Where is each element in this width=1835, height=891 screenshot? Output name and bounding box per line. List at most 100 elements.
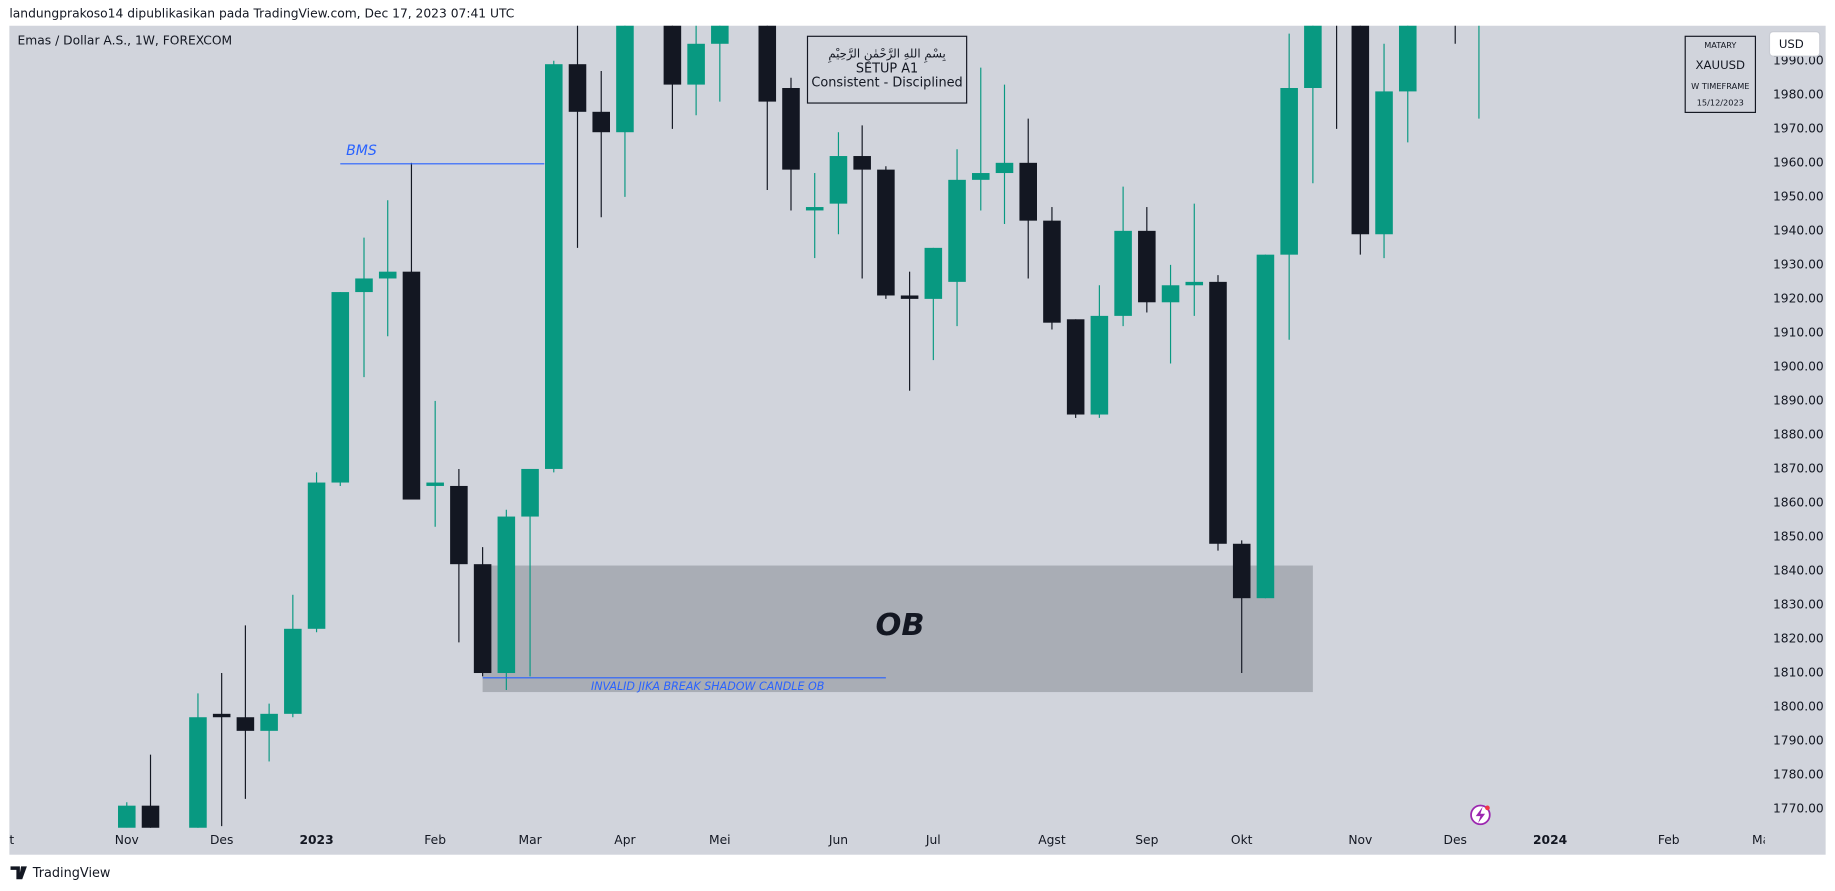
candle-body	[497, 516, 516, 674]
candle-body	[1280, 88, 1298, 255]
y-tick-label: 1980.00	[1773, 87, 1824, 101]
currency-button[interactable]: USD	[1768, 31, 1821, 57]
candle-body	[971, 173, 990, 180]
info-line: 15/12/2023	[1697, 98, 1744, 108]
setup-line: Consistent - Disciplined	[811, 76, 962, 91]
candle-body	[853, 156, 871, 170]
y-tick-label: 1790.00	[1773, 734, 1824, 748]
candle-body	[1256, 254, 1275, 599]
y-tick-label: 1800.00	[1773, 700, 1824, 714]
candle-body	[687, 43, 705, 85]
y-tick-label: 1890.00	[1773, 393, 1824, 407]
candle-body	[995, 162, 1014, 174]
x-tick-label: Des	[1444, 833, 1467, 847]
y-tick-label: 1880.00	[1773, 427, 1824, 441]
y-tick-label: 1770.00	[1773, 802, 1824, 816]
candle-body	[355, 278, 373, 293]
candle-body	[307, 482, 326, 629]
ob-zone	[482, 565, 1313, 693]
price-axis: 1770.00 1780.00 1790.00 1800.00 1810.00 1820.…	[1764, 53, 1824, 816]
header-text: landungprakoso14 dipublikasikan pada Tra…	[9, 7, 514, 21]
x-tick-label: Agst	[1038, 833, 1066, 847]
x-tick-label: Des	[210, 833, 233, 847]
y-tick-label: 1870.00	[1773, 461, 1824, 475]
candle-body	[260, 713, 278, 731]
info-line: W TIMEFRAME	[1691, 81, 1749, 91]
candle-body	[1043, 220, 1061, 323]
x-tick-label: Sep	[1135, 833, 1158, 847]
x-tick-label: Jun	[828, 833, 848, 847]
y-tick-label: 1920.00	[1773, 291, 1824, 305]
candle-body	[1161, 285, 1180, 303]
candle-body	[141, 805, 160, 828]
setup-line: SETUP A1	[856, 62, 918, 77]
y-tick-label: 1840.00	[1773, 563, 1824, 577]
ob-label: OB	[876, 608, 925, 643]
candle-body	[1066, 319, 1085, 415]
x-tick-label: 2023	[299, 833, 333, 847]
info-line: MATARY	[1704, 40, 1737, 50]
candle-body	[1185, 281, 1204, 286]
candle-body	[711, 25, 729, 44]
candle-body	[1019, 162, 1037, 221]
x-tick-label: Nov	[115, 833, 139, 847]
candle-body	[1209, 281, 1227, 544]
candle-body	[1375, 91, 1393, 235]
y-tick-label: 1950.00	[1773, 189, 1824, 203]
y-tick-label: 1780.00	[1773, 768, 1824, 782]
candle-body	[1304, 25, 1322, 89]
info-box: MATARY XAUUSD W TIMEFRAME 15/12/2023	[1684, 35, 1757, 113]
candle-body	[782, 88, 800, 170]
y-tick-label: 1990.00	[1773, 53, 1824, 67]
candle-body	[521, 468, 539, 517]
candle-body	[378, 271, 397, 279]
setup-box: بِسْمِ اللهِ الرَّحْمٰنِ الرَّحِيْمِ SET…	[806, 35, 968, 104]
x-tick-label: Okt	[1231, 833, 1253, 847]
y-tick-label: 1970.00	[1773, 121, 1824, 135]
candle-body	[284, 628, 302, 714]
candle-body	[212, 713, 231, 718]
candle-body	[1232, 543, 1251, 599]
candle-body	[1328, 0, 1346, 17]
candle-body	[402, 271, 421, 500]
candle-body	[236, 717, 255, 731]
y-tick-label: 1860.00	[1773, 495, 1824, 509]
info-line: XAUUSD	[1696, 58, 1746, 72]
candle-body	[948, 179, 966, 282]
candle-body	[1470, 0, 1488, 13]
y-tick-label: 1830.00	[1773, 597, 1824, 611]
currency-label[interactable]: USD	[1779, 37, 1804, 51]
y-tick-label: 1930.00	[1773, 257, 1824, 271]
plot-area: BMS INVALID JIKA BREAK SHADOW CANDLE OB OB	[118, 0, 1488, 828]
candle-body	[568, 64, 587, 112]
candle-body	[331, 292, 350, 483]
candle-body	[805, 207, 824, 211]
y-tick-label: 1820.00	[1773, 632, 1824, 646]
candle-body	[189, 717, 207, 828]
y-tick-label: 1900.00	[1773, 359, 1824, 373]
setup-line: بِسْمِ اللهِ الرَّحْمٰنِ الرَّحِيْمِ	[828, 46, 947, 62]
candle-body	[1398, 25, 1417, 92]
y-tick-label: 1910.00	[1773, 325, 1824, 339]
annotation-label: BMS	[346, 143, 377, 159]
lightning-icon[interactable]	[1470, 804, 1491, 826]
chart-panel	[9, 25, 1826, 855]
candle-body	[1090, 315, 1109, 415]
brand-text: TradingView	[32, 866, 111, 881]
candle-body	[426, 482, 444, 486]
candle-body	[473, 564, 492, 674]
y-tick-label: 1960.00	[1773, 155, 1824, 169]
x-tick-label: Mei	[709, 833, 731, 847]
y-tick-label: 1850.00	[1773, 529, 1824, 543]
candle-body	[1114, 230, 1132, 316]
time-axis: Okt Nov Des 2023 Feb Mar Apr Mei Jun Jul Agst Sep Ok…	[0, 827, 1765, 847]
brand-logo: TradingView	[10, 866, 111, 881]
x-tick-label: 2024	[1533, 833, 1567, 847]
candle-body	[592, 111, 611, 133]
candle-body	[663, 25, 682, 85]
candle-body	[877, 169, 895, 296]
x-tick-label: Okt	[0, 833, 14, 847]
candle-body	[900, 295, 919, 299]
y-tick-label: 1810.00	[1773, 666, 1824, 680]
